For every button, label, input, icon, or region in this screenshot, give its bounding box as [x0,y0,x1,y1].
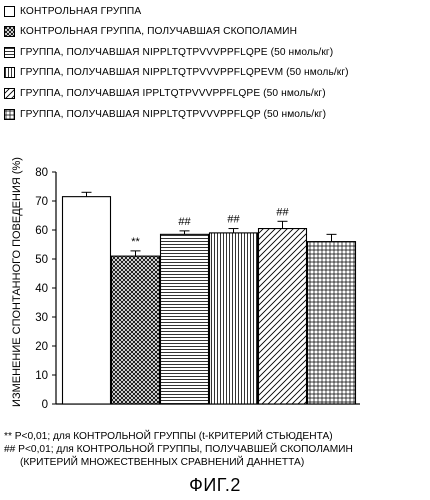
bar [63,197,111,404]
figure-label: ФИГ.2 [0,475,430,496]
y-axis-label: ИЗМЕНЕНИЕ СПОНТАННОГО ПОВЕДЕНИЯ (%) [11,157,23,407]
y-tick-label: 20 [35,341,48,353]
y-tick-label: 70 [35,196,48,208]
y-tick-label: 80 [35,167,48,179]
significance-marker: ## [276,206,289,218]
y-tick-label: 60 [35,225,48,237]
bar [210,233,258,404]
y-tick-label: 50 [35,254,48,266]
footnote-significance-control: ** P<0,01; для КОНТРОЛЬНОЙ ГРУППЫ (t-КРИ… [4,431,353,444]
footnote-dunnett: (КРИТЕРИЙ МНОЖЕСТВЕННЫХ СРАВНЕНИЙ ДАННЕТ… [4,457,353,470]
footnote-significance-scopolamine: ## P<0,01; для КОНТРОЛЬНОЙ ГРУППЫ, ПОЛУЧ… [4,444,353,457]
significance-marker: ** [131,236,140,248]
bar [308,242,356,404]
bar-chart: 0 10 20 30 40 50 60 70 80 ** ## ## ## ИЗМЕНЕНИЕ СПО… [0,0,430,430]
y-tick-label: 0 [42,399,48,411]
bars: ** ## ## ## [63,192,356,404]
y-tick-label: 30 [35,312,48,324]
significance-marker: ## [178,216,191,228]
bar [112,256,160,404]
y-tick-label: 10 [35,370,48,382]
bar [259,229,307,404]
y-tick-label: 40 [35,283,48,295]
bar [161,234,209,404]
significance-marker: ## [227,214,240,226]
footnotes: ** P<0,01; для КОНТРОЛЬНОЙ ГРУППЫ (t-КРИ… [4,431,353,469]
